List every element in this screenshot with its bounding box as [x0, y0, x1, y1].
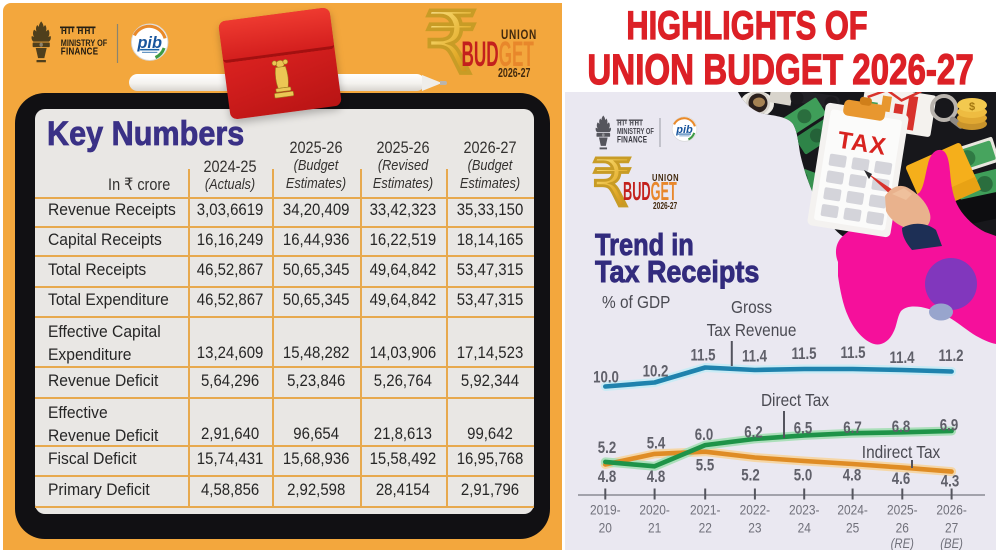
- svg-text:2023-: 2023-: [789, 502, 820, 518]
- svg-text:2026-27: 2026-27: [498, 66, 530, 80]
- svg-text:(RE): (RE): [891, 536, 914, 550]
- svg-text:4.3: 4.3: [941, 472, 959, 491]
- svg-text:6.7: 6.7: [843, 419, 861, 438]
- svg-text:FINANCE: FINANCE: [617, 134, 647, 144]
- svg-text:₹: ₹: [591, 146, 633, 220]
- svg-text:5.5: 5.5: [696, 456, 715, 475]
- svg-text:Direct Tax: Direct Tax: [761, 391, 830, 410]
- svg-text:10.0: 10.0: [593, 368, 619, 387]
- svg-text:10.2: 10.2: [643, 362, 669, 381]
- svg-text:5.2: 5.2: [741, 466, 759, 485]
- svg-text:MINISTRY OF: MINISTRY OF: [617, 128, 654, 136]
- svg-text:25: 25: [846, 520, 859, 536]
- svg-text:2025-: 2025-: [887, 502, 918, 518]
- svg-text:4.6: 4.6: [892, 470, 910, 489]
- svg-text:24: 24: [798, 520, 811, 536]
- svg-text:2026-27: 2026-27: [653, 200, 677, 212]
- svg-text:2021-: 2021-: [690, 502, 721, 518]
- svg-text:MINISTRY OF: MINISTRY OF: [61, 37, 107, 48]
- svg-text:2026-: 2026-: [936, 502, 967, 518]
- svg-text:6.0: 6.0: [695, 426, 713, 445]
- svg-text:6.2: 6.2: [744, 423, 762, 442]
- svg-text:11.5: 11.5: [791, 345, 817, 364]
- svg-text:UNION: UNION: [652, 172, 679, 183]
- svg-text:2024-: 2024-: [837, 502, 868, 518]
- svg-text:$: $: [969, 101, 975, 113]
- svg-text:Tax Receipts: Tax Receipts: [595, 255, 759, 289]
- svg-text:27: 27: [945, 520, 958, 536]
- svg-text:UNION: UNION: [501, 26, 537, 42]
- svg-text:11.5: 11.5: [840, 344, 866, 363]
- svg-text:(BE): (BE): [940, 536, 963, 550]
- svg-text:11.2: 11.2: [938, 347, 963, 366]
- svg-text:2020-: 2020-: [639, 502, 670, 518]
- svg-text:23: 23: [748, 520, 761, 536]
- svg-text:6.9: 6.9: [940, 416, 958, 435]
- svg-text:5.2: 5.2: [598, 439, 616, 458]
- svg-text:6.5: 6.5: [794, 419, 813, 438]
- svg-text:11.4: 11.4: [742, 347, 768, 366]
- svg-text:22: 22: [699, 520, 712, 536]
- svg-text:2022-: 2022-: [740, 502, 771, 518]
- svg-text:11.5: 11.5: [690, 346, 716, 365]
- svg-text:Indirect Tax: Indirect Tax: [862, 443, 941, 462]
- svg-text:₹: ₹: [424, 0, 479, 92]
- svg-text:2019-: 2019-: [590, 502, 621, 518]
- svg-text:20: 20: [599, 520, 612, 536]
- svg-text:BUDGET: BUDGET: [462, 34, 534, 73]
- svg-text:11.4: 11.4: [889, 349, 915, 368]
- svg-text:4.8: 4.8: [843, 466, 861, 485]
- svg-text:5.4: 5.4: [647, 434, 666, 453]
- svg-text:4.8: 4.8: [647, 468, 665, 487]
- svg-text:BUDGET: BUDGET: [623, 177, 677, 206]
- svg-text:21: 21: [648, 520, 661, 536]
- svg-text:Gross: Gross: [731, 298, 772, 317]
- svg-text:6.8: 6.8: [892, 418, 910, 437]
- svg-text:4.8: 4.8: [598, 468, 616, 487]
- svg-text:Trend in: Trend in: [595, 228, 694, 263]
- svg-text:Tax Revenue: Tax Revenue: [707, 321, 797, 340]
- svg-text:FINANCE: FINANCE: [61, 45, 99, 56]
- svg-text:% of GDP: % of GDP: [602, 293, 670, 312]
- svg-text:26: 26: [896, 520, 909, 536]
- svg-text:5.0: 5.0: [794, 466, 812, 485]
